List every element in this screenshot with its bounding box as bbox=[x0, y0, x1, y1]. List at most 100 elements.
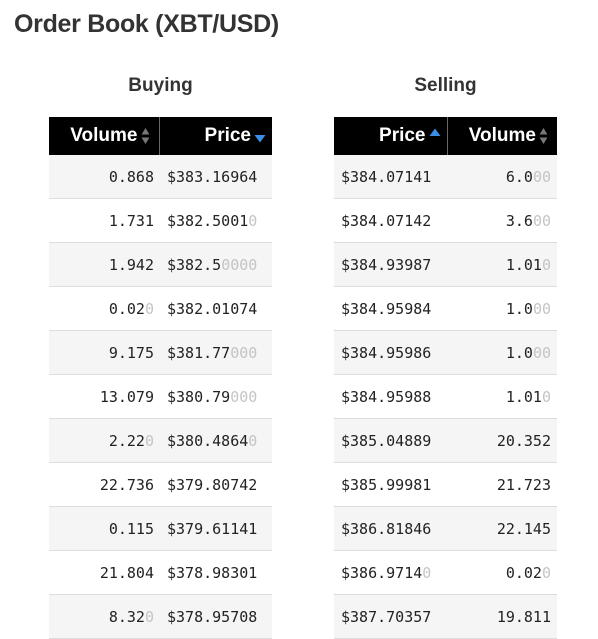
order-row: 1.731 $382.50010 bbox=[49, 198, 272, 243]
sort-both-icon bbox=[539, 127, 551, 145]
price-value: $382.01074 bbox=[167, 299, 258, 318]
selling-price-cell: $385.04889 bbox=[334, 418, 447, 463]
buying-price-cell: $383.16964 bbox=[159, 155, 272, 199]
selling-rows: $384.07141 6.000 $384.07142 3.600 $384.93987… bbox=[334, 155, 557, 639]
buying-price-cell: $382.01074 bbox=[159, 286, 272, 331]
selling-volume-cell: 1.010 bbox=[447, 374, 557, 419]
buying-price-cell: $382.50010 bbox=[159, 198, 272, 243]
selling-volume-cell: 20.352 bbox=[447, 418, 557, 463]
buying-price-cell: $382.50000 bbox=[159, 242, 272, 287]
volume-value: 22.145 bbox=[496, 519, 551, 538]
buying-volume-cell: 13.079 bbox=[49, 374, 159, 419]
buying-price-cell: $379.80742 bbox=[159, 462, 272, 507]
selling-price-cell: $386.81846 bbox=[334, 506, 447, 551]
selling-header-row: Price Volume bbox=[334, 117, 557, 155]
buying-volume-header-label: Volume bbox=[70, 124, 138, 146]
buying-volume-cell: 2.220 bbox=[49, 418, 159, 463]
price-value: $380.4864 bbox=[167, 431, 249, 450]
buying-volume-header[interactable]: Volume bbox=[49, 117, 160, 155]
selling-price-cell: $386.97140 bbox=[334, 550, 447, 595]
volume-trailing-zeros: 00 bbox=[532, 299, 551, 318]
price-trailing-zeros: 0 bbox=[422, 563, 432, 582]
volume-value: 1.942 bbox=[108, 255, 154, 274]
buying-price-header[interactable]: Price bbox=[159, 117, 272, 155]
buying-volume-cell: 0.868 bbox=[49, 155, 159, 199]
order-row: $385.99981 21.723 bbox=[334, 462, 557, 507]
selling-price-cell: $384.07141 bbox=[334, 155, 447, 199]
buying-volume-cell: 0.020 bbox=[49, 286, 159, 331]
volume-value: 1.0 bbox=[505, 343, 533, 362]
order-row: 22.736 $379.80742 bbox=[49, 462, 272, 507]
price-value: $383.16964 bbox=[167, 167, 258, 186]
price-value: $379.80742 bbox=[167, 475, 258, 494]
sort-asc-icon bbox=[429, 127, 441, 145]
volume-value: 1.731 bbox=[108, 211, 154, 230]
selling-table: Price Volume $384.07141 6.000 $384.07142 3.… bbox=[334, 117, 557, 639]
volume-trailing-zeros: 0 bbox=[144, 431, 154, 450]
selling-price-cell: $384.95986 bbox=[334, 330, 447, 375]
selling-volume-header[interactable]: Volume bbox=[447, 117, 557, 155]
buying-volume-cell: 9.175 bbox=[49, 330, 159, 375]
price-value: $386.9714 bbox=[341, 563, 423, 582]
price-trailing-zeros: 000 bbox=[230, 343, 258, 362]
buying-volume-cell: 0.115 bbox=[49, 506, 159, 551]
buying-table: Volume Price 0.868 $383.16964 1.731 $382.50… bbox=[49, 117, 272, 639]
buying-price-cell: $381.77000 bbox=[159, 330, 272, 375]
selling-volume-cell: 1.010 bbox=[447, 242, 557, 287]
selling-volume-cell: 0.020 bbox=[447, 550, 557, 595]
volume-value: 2.22 bbox=[108, 431, 145, 450]
volume-trailing-zeros: 0 bbox=[541, 255, 551, 274]
buying-price-cell: $378.95708 bbox=[159, 594, 272, 639]
buying-price-cell: $380.48640 bbox=[159, 418, 272, 463]
order-row: 0.020 $382.01074 bbox=[49, 286, 272, 331]
selling-volume-cell: 19.811 bbox=[447, 594, 557, 639]
selling-price-cell: $387.70357 bbox=[334, 594, 447, 639]
price-value: $378.98301 bbox=[167, 563, 258, 582]
order-row: 21.804 $378.98301 bbox=[49, 550, 272, 595]
buying-price-cell: $379.61141 bbox=[159, 506, 272, 551]
order-row: 13.079 $380.79000 bbox=[49, 374, 272, 419]
buying-volume-cell: 21.804 bbox=[49, 550, 159, 595]
buying-book: Buying Volume Price 0.868 $383.16964 1.731… bbox=[49, 72, 272, 639]
price-value: $387.70357 bbox=[341, 607, 432, 626]
price-trailing-zeros: 000 bbox=[230, 387, 258, 406]
price-trailing-zeros: 0 bbox=[248, 431, 258, 450]
selling-volume-cell: 1.000 bbox=[447, 330, 557, 375]
selling-book: Selling Price Volume $384.07141 6.000 $384… bbox=[334, 72, 557, 639]
volume-trailing-zeros: 00 bbox=[532, 343, 551, 362]
price-value: $384.95984 bbox=[341, 299, 432, 318]
selling-price-header[interactable]: Price bbox=[334, 117, 448, 155]
order-row: 9.175 $381.77000 bbox=[49, 330, 272, 375]
price-value: $382.5 bbox=[167, 255, 222, 274]
selling-volume-cell: 21.723 bbox=[447, 462, 557, 507]
order-row: 0.868 $383.16964 bbox=[49, 155, 272, 199]
order-row: 8.320 $378.95708 bbox=[49, 594, 272, 639]
buying-price-cell: $380.79000 bbox=[159, 374, 272, 419]
volume-value: 0.868 bbox=[108, 167, 154, 186]
selling-volume-cell: 1.000 bbox=[447, 286, 557, 331]
volume-value: 8.32 bbox=[108, 607, 145, 626]
price-value: $380.79 bbox=[167, 387, 231, 406]
selling-volume-cell: 22.145 bbox=[447, 506, 557, 551]
buying-volume-cell: 1.942 bbox=[49, 242, 159, 287]
order-row: $386.81846 22.145 bbox=[334, 506, 557, 551]
volume-trailing-zeros: 0 bbox=[541, 563, 551, 582]
price-value: $382.5001 bbox=[167, 211, 249, 230]
selling-price-cell: $384.93987 bbox=[334, 242, 447, 287]
volume-value: 1.01 bbox=[505, 387, 542, 406]
price-value: $384.07141 bbox=[341, 167, 432, 186]
price-value: $384.95986 bbox=[341, 343, 432, 362]
price-value: $378.95708 bbox=[167, 607, 258, 626]
buying-volume-cell: 22.736 bbox=[49, 462, 159, 507]
volume-value: 1.01 bbox=[505, 255, 542, 274]
buying-heading: Buying bbox=[128, 75, 193, 96]
selling-heading: Selling bbox=[414, 75, 477, 96]
sort-desc-icon bbox=[254, 127, 266, 145]
volume-trailing-zeros: 00 bbox=[532, 211, 551, 230]
volume-trailing-zeros: 00 bbox=[532, 167, 551, 186]
price-trailing-zeros: 0 bbox=[248, 211, 258, 230]
selling-price-cell: $384.95988 bbox=[334, 374, 447, 419]
page-title: Order Book (XBT/USD) bbox=[14, 10, 279, 38]
buying-volume-cell: 8.320 bbox=[49, 594, 159, 639]
selling-price-cell: $385.99981 bbox=[334, 462, 447, 507]
